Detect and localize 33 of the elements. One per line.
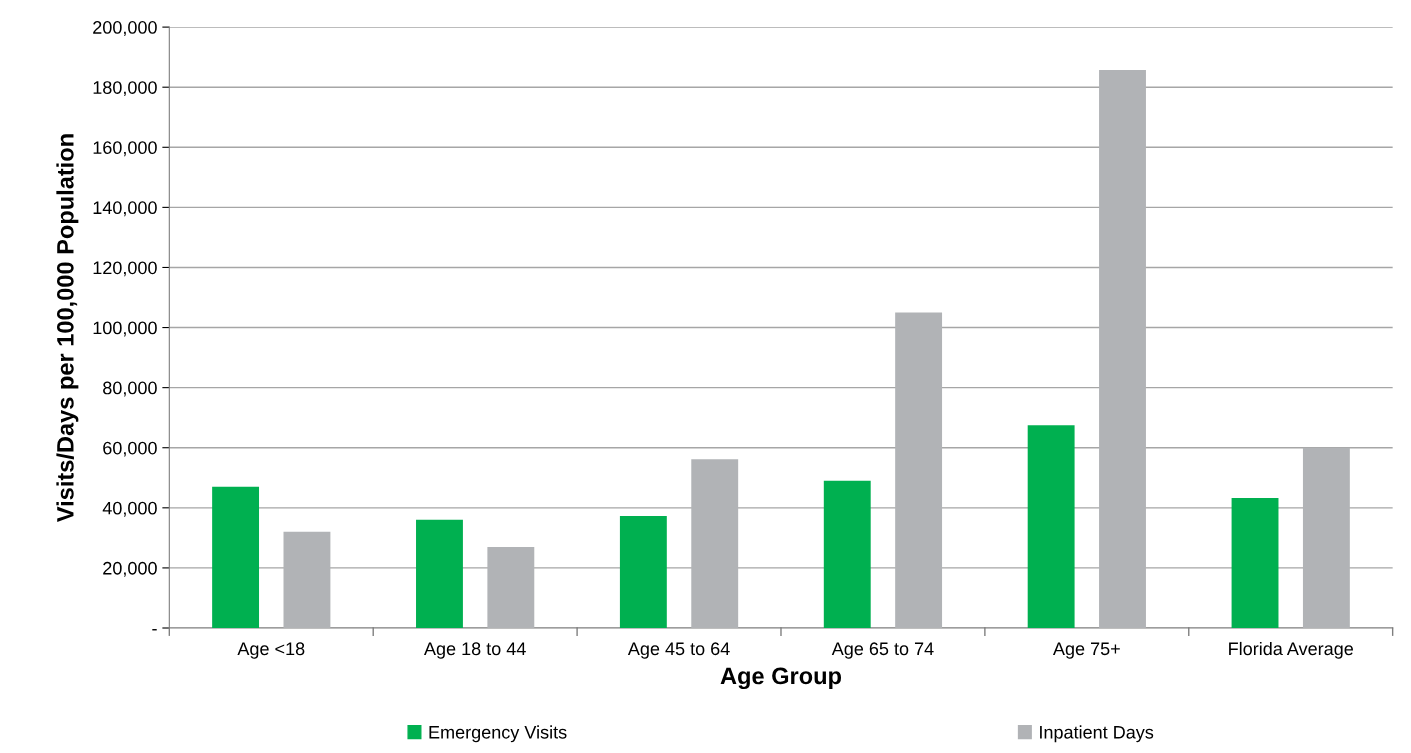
x-tick-label: Age 18 to 44 bbox=[423, 642, 526, 659]
x-axis-title: Age Group bbox=[720, 667, 842, 690]
y-tick-label: 180,000 bbox=[93, 81, 157, 97]
y-tick-label: 40,000 bbox=[102, 501, 157, 517]
bar bbox=[212, 486, 260, 628]
y-tick-label: 160,000 bbox=[93, 141, 157, 157]
x-tick-label: Age 65 to 74 bbox=[831, 642, 934, 659]
legend-label: Emergency Visits bbox=[429, 725, 567, 743]
y-tick-label: 80,000 bbox=[103, 381, 157, 397]
bar bbox=[416, 519, 463, 628]
y-tick-label: 120,000 bbox=[93, 261, 157, 277]
y-tick-label: 140,000 bbox=[93, 201, 157, 217]
bar bbox=[1027, 425, 1075, 628]
y-tick-label: 100,000 bbox=[93, 321, 157, 337]
x-tick-label: Age 75+ bbox=[1052, 642, 1120, 659]
bar bbox=[823, 480, 871, 628]
bar bbox=[283, 531, 331, 628]
bar bbox=[691, 459, 739, 628]
bar bbox=[619, 515, 667, 628]
y-axis-title: Visits/Days per 100,000 Population bbox=[56, 134, 79, 523]
bar bbox=[487, 546, 535, 628]
bar bbox=[895, 312, 943, 628]
legend-label: Inpatient Days bbox=[1040, 725, 1154, 743]
bar bbox=[1302, 447, 1350, 628]
y-tick-label: 20,000 bbox=[103, 561, 157, 577]
y-tick-label: - bbox=[152, 629, 157, 631]
y-tick-label: 60,000 bbox=[103, 441, 157, 457]
x-tick-label: Age <18 bbox=[237, 642, 305, 659]
bar bbox=[1099, 70, 1146, 628]
y-tick-label: 200,000 bbox=[93, 21, 157, 36]
bar bbox=[1231, 497, 1279, 628]
x-tick-label: Age 45 to 64 bbox=[627, 642, 730, 659]
x-tick-label: Florida Average bbox=[1229, 641, 1353, 659]
